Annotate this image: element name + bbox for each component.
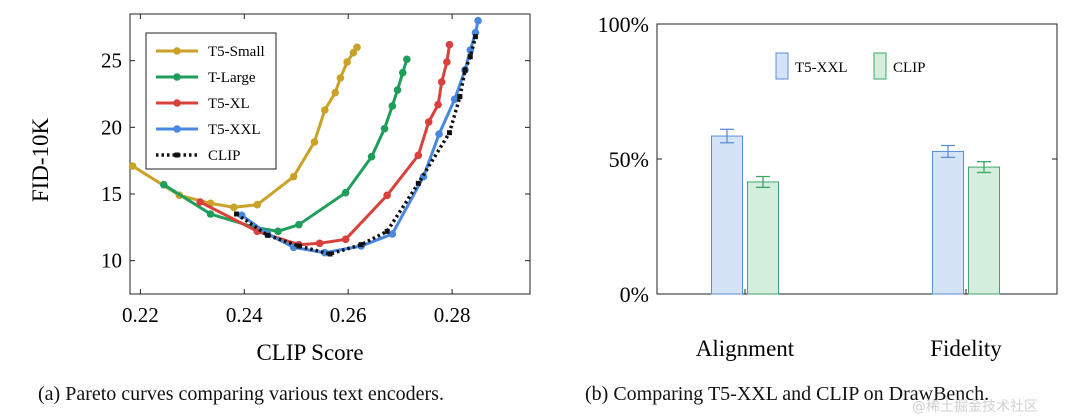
y-tick-label: 10 [101, 249, 122, 273]
data-point-t5-xl [434, 100, 442, 109]
data-point-t5-small [349, 48, 358, 57]
pareto-plot-frame [129, 13, 531, 295]
legend-swatch-clip [873, 52, 887, 80]
legend-marker-t5-small [173, 47, 181, 55]
data-point-clip [233, 211, 239, 217]
legend-marker-clip [174, 152, 180, 158]
bar-y-tick-label: 100% [598, 12, 649, 37]
data-point-t-large [393, 86, 402, 94]
caption-right: (b) Comparing T5-XXL and CLIP on DrawBen… [585, 383, 990, 405]
legend-swatch-t5-xxl [775, 52, 789, 80]
legend-label: CLIP [893, 60, 926, 76]
data-point-t5-small [343, 58, 351, 66]
bar-category-label: Alignment [696, 336, 795, 361]
legend-label: CLIP [208, 148, 241, 164]
y-tick-label: 20 [101, 115, 122, 139]
data-point-clip [467, 54, 473, 60]
data-point-t5-xl [196, 198, 204, 206]
data-point-t5-xl [424, 118, 433, 126]
data-point-t-large [206, 210, 215, 218]
x-tick-label: 0.22 [122, 303, 159, 327]
data-point-t5-xl [445, 40, 454, 49]
watermark: @稀土掘金技术社区 [912, 399, 1038, 415]
bar-clip [968, 166, 1000, 295]
data-point-t-large [380, 124, 389, 133]
x-axis-title: CLIP Score [256, 340, 363, 365]
data-point-t5-small [321, 106, 329, 114]
data-point-t5-small [310, 138, 319, 146]
caption-left: (a) Pareto curves comparing various text… [38, 383, 444, 405]
data-point-t5-small [253, 200, 262, 209]
series-line-t5-xxl [240, 20, 480, 255]
bar-clip [747, 181, 779, 295]
x-tick-label: 0.24 [226, 303, 263, 327]
data-point-clip [457, 94, 463, 100]
data-point-clip [265, 232, 271, 238]
data-point-t5-xxl [388, 230, 397, 238]
data-point-t5-small [128, 162, 137, 170]
data-point-clip [358, 242, 364, 248]
legend-label: T5-XXL [795, 60, 848, 76]
data-point-clip [327, 251, 333, 257]
data-point-t5-xl [414, 151, 423, 160]
data-point-t5-xxl [474, 16, 482, 25]
data-point-t-large [388, 102, 397, 110]
data-point-t5-xl [315, 239, 324, 248]
data-point-t-large [367, 152, 376, 161]
bar-t5-xxl [711, 135, 743, 295]
data-point-t5-small [353, 43, 361, 52]
data-point-t-large [274, 227, 282, 236]
data-point-clip [472, 34, 478, 40]
x-tick-label: 0.28 [434, 303, 471, 327]
legend-label: T-Large [208, 70, 256, 86]
data-point-t-large [159, 180, 168, 189]
legend-label: T5-XXL [208, 122, 261, 138]
data-point-t5-xl [341, 235, 350, 244]
y-axis-title: FID-10K [28, 117, 53, 202]
data-point-t5-xl [383, 191, 391, 200]
legend-label: T5-XL [208, 96, 250, 112]
data-point-clip [446, 130, 452, 136]
data-point-t5-small [230, 203, 238, 212]
y-tick-label: 15 [101, 182, 122, 206]
legend-marker-t-large [173, 73, 181, 81]
bar-y-tick-label: 50% [609, 147, 649, 172]
data-point-t-large [341, 188, 350, 197]
bar-t5-xxl [932, 150, 964, 295]
data-point-t-large [403, 55, 411, 64]
legend-label: T5-Small [208, 44, 265, 60]
data-point-clip [384, 228, 390, 234]
data-point-t-large [295, 220, 303, 229]
data-point-t5-xxl [435, 130, 443, 138]
data-point-t5-small [336, 74, 345, 82]
data-point-t5-small [289, 172, 298, 181]
data-point-t5-xl [437, 78, 446, 86]
data-point-t5-xl [443, 58, 451, 66]
data-point-t5-small [331, 88, 339, 97]
legend-box-left [145, 32, 277, 170]
y-tick-label: 25 [101, 49, 122, 73]
legend-marker-t5-xl [173, 99, 181, 107]
x-tick-label: 0.26 [330, 303, 367, 327]
data-point-clip [415, 180, 421, 186]
data-point-clip [462, 67, 468, 73]
legend-marker-t5-xxl [173, 125, 181, 133]
data-point-t5-xxl [450, 95, 459, 104]
bar-category-label: Fidelity [930, 336, 1002, 361]
bar-y-tick-label: 0% [620, 282, 649, 307]
data-point-t-large [398, 68, 407, 77]
data-point-clip [296, 243, 302, 249]
